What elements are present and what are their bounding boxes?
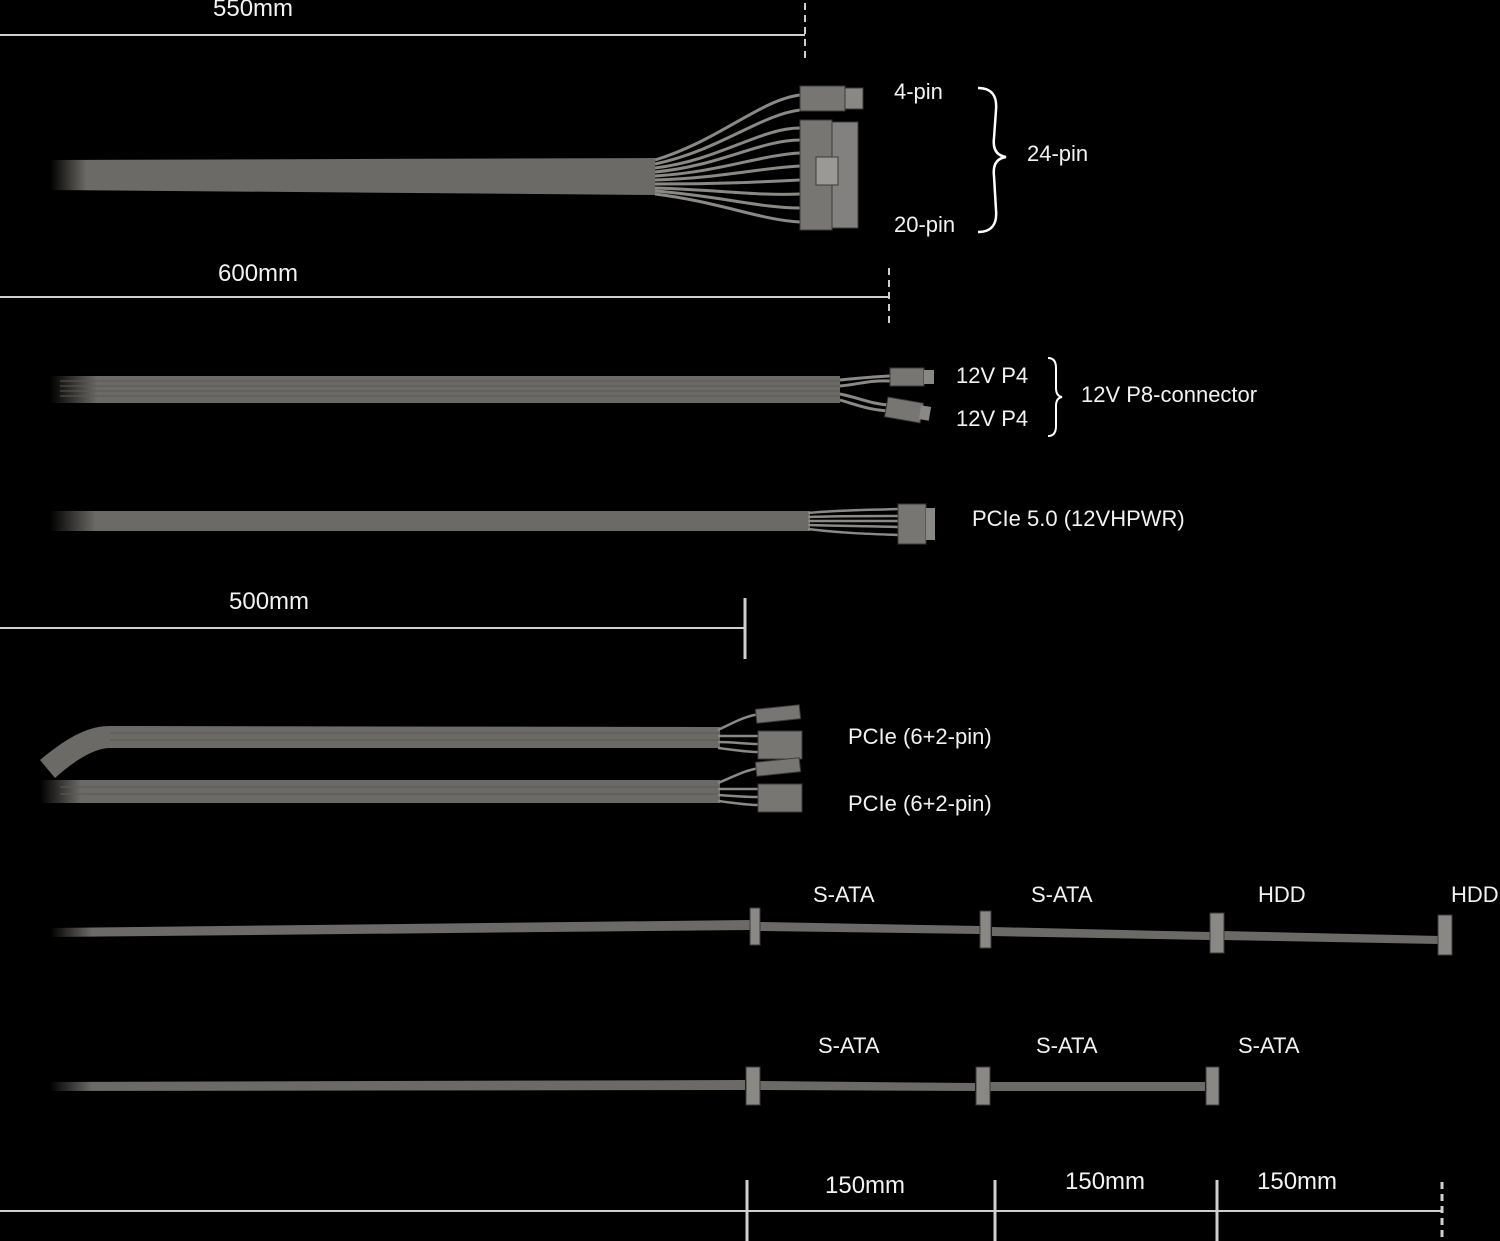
pcie5-label: PCIe 5.0 (12VHPWR): [972, 506, 1185, 531]
sata-chain-1: [50, 907, 1453, 956]
atx-24pin-label: 24-pin: [1027, 141, 1089, 166]
dimension-150-segments: [0, 1180, 1444, 1241]
atx-20pin-label: 20-pin: [894, 212, 956, 237]
pcie-dual-cable: [40, 704, 803, 813]
segment-3-label: 150mm: [1257, 1168, 1338, 1195]
cpu-p4-label-a: 12V P4: [956, 363, 1029, 388]
segment-2-label: 150mm: [1065, 1168, 1146, 1195]
cpu-p8-label: 12V P8-connector: [1081, 382, 1258, 407]
atx-24pin-cable: [50, 85, 864, 231]
pcie-label-a: PCIe (6+2-pin): [848, 724, 992, 749]
dimension-500-label: 500mm: [229, 588, 310, 615]
cpu-p4-label-b: 12V P4: [956, 406, 1029, 431]
atx-brace: [977, 86, 1007, 234]
sata-chain-2: [50, 1066, 1220, 1106]
pcie5-connector: [897, 503, 927, 545]
atx-4pin-connector: [799, 85, 846, 112]
cpu-p8-cable: [50, 367, 934, 424]
pcie-6pin-b: [757, 783, 803, 813]
chain2-sata-label-3: S-ATA: [1238, 1033, 1300, 1058]
pcie-label-b: PCIe (6+2-pin): [848, 791, 992, 816]
pcie-6pin-a: [757, 730, 803, 760]
dimension-600-label: 600mm: [218, 260, 299, 287]
chain1-sata-label-1: S-ATA: [813, 882, 875, 907]
chain1-sata-label-2: S-ATA: [1031, 882, 1093, 907]
chain2-sata-label-1: S-ATA: [818, 1033, 880, 1058]
chain2-sata-label-2: S-ATA: [1036, 1033, 1098, 1058]
dimension-550: [0, 3, 806, 62]
segment-1-label: 150mm: [825, 1172, 906, 1199]
p8-brace: [1047, 357, 1063, 437]
cpu-p4-connector-a: [889, 367, 925, 387]
atx-4pin-label: 4-pin: [894, 79, 943, 104]
pcie-2pin-a: [754, 704, 802, 724]
dimension-550-label: 550mm: [213, 0, 294, 22]
dimension-500: [0, 598, 747, 659]
pcie-2pin-b: [754, 757, 802, 777]
dimension-600: [0, 268, 890, 326]
chain1-hdd-label-1: HDD: [1258, 882, 1306, 907]
cpu-p4-connector-b: [883, 396, 925, 424]
pcie5-cable: [50, 503, 935, 545]
chain1-hdd-label-2: HDD: [1451, 882, 1499, 907]
